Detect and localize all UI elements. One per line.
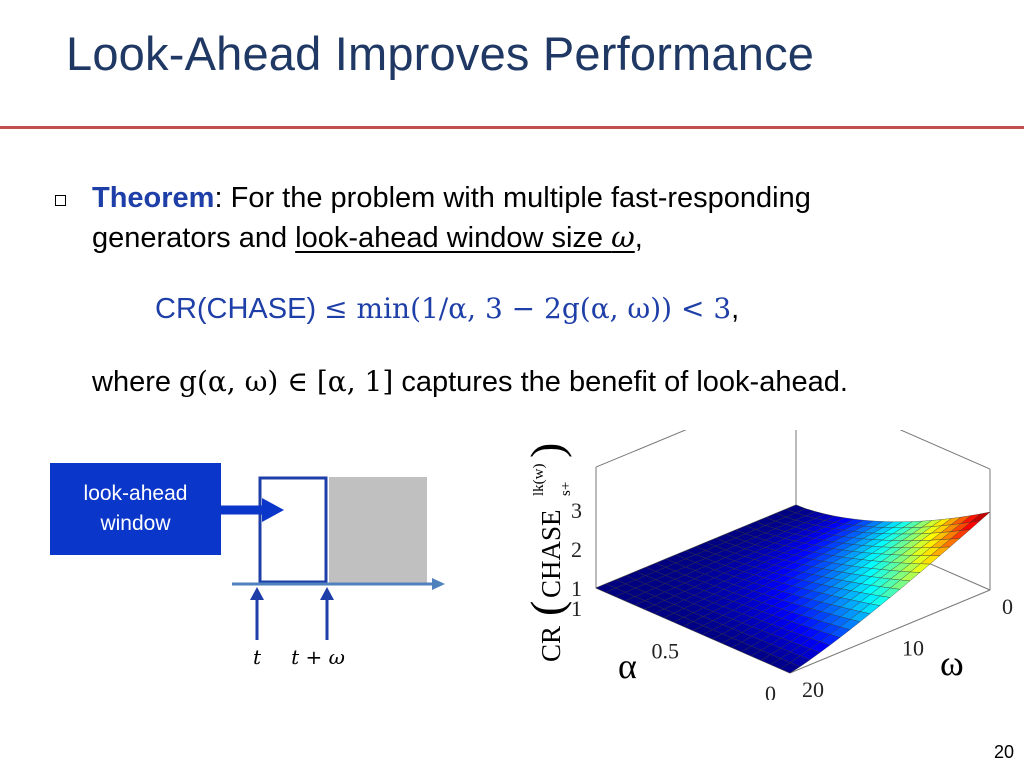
- where-suffix: captures the benefit of look-ahead.: [393, 366, 848, 398]
- where-clause: where g(α, ω) ∈ [α, 1] captures the bene…: [92, 365, 848, 399]
- where-prefix: where: [92, 366, 180, 398]
- t-marker-arrowhead-icon: [250, 587, 264, 600]
- alpha-tick-0.5: 0.5: [652, 639, 680, 664]
- formula-suffix: ,: [731, 293, 740, 325]
- slide-title: Look-Ahead Improves Performance: [66, 27, 815, 80]
- theorem-line-2: generators and look-ahead window size ω,: [92, 220, 643, 255]
- theorem-line-2-suffix: ,: [634, 222, 643, 254]
- alpha-tick-0: 0: [765, 681, 776, 700]
- alpha-tick-1: 1: [571, 596, 582, 621]
- omega-axis-label: ω: [940, 643, 964, 683]
- look-ahead-box-line-2: window: [100, 512, 171, 535]
- omega-tick-0: 0: [1002, 594, 1013, 619]
- z-label-cr: CR: [536, 626, 566, 662]
- window-pointer-arrowhead-icon: [262, 498, 284, 522]
- look-ahead-window-box: look-ahead window: [50, 463, 221, 555]
- alpha-axis-label: α: [618, 646, 637, 686]
- z-label-superscript: lk(w): [531, 464, 547, 497]
- theorem-line-1: Theorem: For the problem with multiple f…: [92, 182, 811, 215]
- box-edge-top-left: [595, 430, 687, 468]
- omega-tick-10: 10: [902, 636, 924, 661]
- window-size-text: look-ahead window size: [295, 222, 612, 254]
- where-math: g(α, ω) ∈ [α, 1]: [179, 365, 394, 398]
- z-label-open-paren: (: [521, 601, 572, 616]
- z-label-close-paren: ): [521, 443, 572, 458]
- box-edge-base-alpha-min: [789, 589, 991, 674]
- z-tick-2: 2: [571, 537, 582, 562]
- z-axis-label: CR ( CHASE lk(w) s+ ): [521, 443, 574, 662]
- future-region: [329, 477, 427, 583]
- theorem-keyword: Theorem: [92, 182, 215, 214]
- bullet-square-icon: [55, 195, 66, 206]
- formula-lhs: CR(CHASE): [155, 293, 325, 325]
- omega-symbol: ω: [611, 220, 635, 254]
- box-edge-top-back: [899, 430, 991, 470]
- page-number: 20: [993, 742, 1014, 762]
- z-tick-1: 1: [571, 576, 582, 601]
- label-t-plus-omega: t + ω: [291, 645, 345, 669]
- theorem-line-1-text: : For the problem with multiple fast-res…: [214, 182, 811, 214]
- window-size-phrase: look-ahead window size ω: [295, 220, 635, 254]
- formula-rhs: ≤ min(1/α, 3 − 2g(α, ω)) < 3: [324, 292, 732, 325]
- cr-bound-formula: CR(CHASE) ≤ min(1/α, 3 − 2g(α, ω)) < 3,: [155, 292, 739, 326]
- z-label-chase: CHASE: [536, 509, 566, 598]
- title-divider: [0, 126, 1024, 129]
- omega-tick-20: 20: [802, 677, 824, 700]
- theorem-line-2-prefix: generators and: [92, 222, 296, 254]
- look-ahead-box-line-1: look-ahead: [83, 482, 188, 505]
- cr-surface: [595, 504, 991, 674]
- surface-cell: [779, 662, 801, 674]
- t-omega-marker-arrowhead-icon: [320, 587, 334, 600]
- window-rectangle: [258, 476, 328, 584]
- label-t: t: [253, 645, 262, 669]
- time-axis-arrowhead-icon: [432, 578, 445, 590]
- z-label-subscript: s+: [558, 482, 574, 496]
- z-tick-3: 3: [571, 498, 582, 523]
